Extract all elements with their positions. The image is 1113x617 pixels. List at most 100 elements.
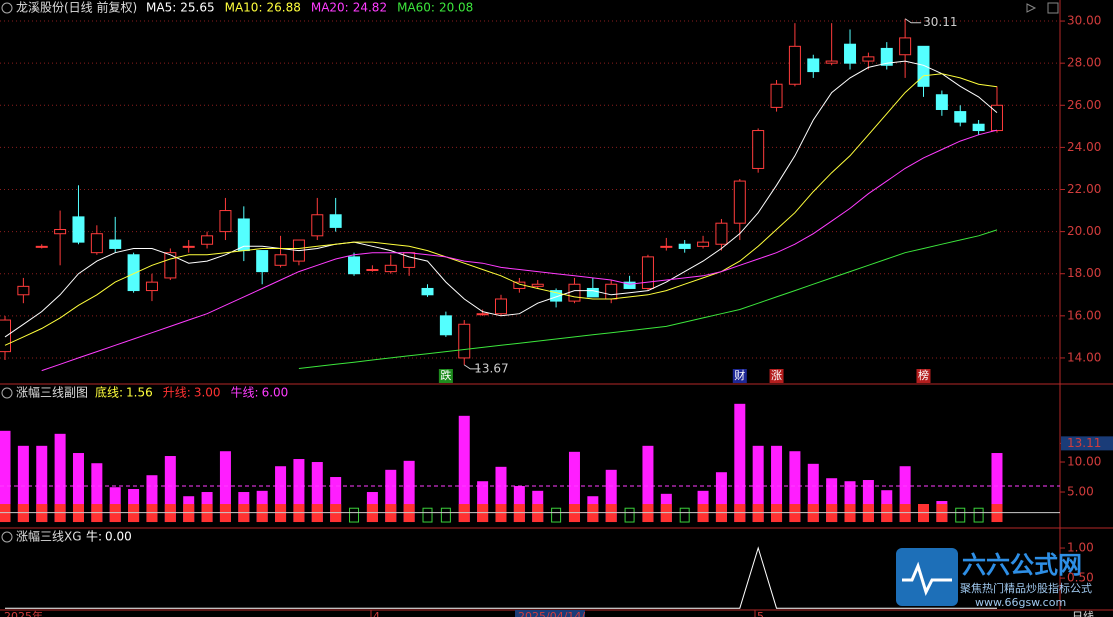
candle-body: [384, 264, 397, 273]
bar-low: [679, 507, 690, 523]
candle-body: [623, 281, 636, 289]
collapse-icon[interactable]: [1, 387, 13, 399]
logo: 六六公式网 聚焦热门精品炒股指标公式 www.66gsw.com: [896, 548, 1092, 609]
candle-body: [880, 47, 893, 66]
legend-value: 26.88: [266, 1, 300, 15]
bar: [771, 445, 783, 523]
y-tick-label: 28.00: [1067, 56, 1101, 70]
y-tick-label: 30.00: [1067, 14, 1101, 28]
legend-value: 6.00: [262, 386, 289, 400]
bar: [311, 462, 323, 523]
candle-body: [935, 94, 948, 110]
candle-body: [531, 283, 544, 287]
bar: [734, 403, 746, 523]
candle-body: [348, 256, 361, 275]
legend-value: 24.82: [353, 1, 387, 15]
candle-body: [678, 243, 691, 249]
bar: [219, 451, 231, 523]
candle-body: [182, 245, 195, 248]
annotation: 30.11: [923, 15, 957, 29]
candle-body: [274, 254, 287, 266]
logo-pulse: [902, 561, 952, 597]
candle-body: [494, 298, 507, 315]
x-axis-label: 5: [757, 610, 764, 617]
candle-body: [825, 60, 838, 64]
event-marker-bg: [769, 369, 784, 383]
bar: [17, 445, 29, 523]
x-axis-label: 2025/04/14/: [518, 610, 585, 617]
candle-body: [109, 239, 122, 249]
y-tick-label: 20.00: [1067, 224, 1101, 238]
bar: [844, 481, 856, 523]
bar-low: [955, 507, 966, 523]
candle-body: [201, 235, 214, 245]
candle-body: [733, 180, 746, 224]
bar: [458, 415, 470, 523]
series-line: [4, 60, 998, 338]
candle-body: [752, 130, 765, 169]
candle-body: [862, 56, 875, 62]
bar: [146, 475, 158, 523]
event-marker: 财: [734, 368, 745, 382]
series-line: [41, 129, 998, 372]
logo-title: 六六公式网: [962, 551, 1082, 579]
candle-body: [697, 241, 710, 247]
candle-body: [568, 283, 581, 302]
legend-value: 3.00: [194, 386, 221, 400]
candle-body: [660, 245, 673, 248]
x-axis-label: 2025年: [4, 609, 43, 617]
candle-body: [366, 269, 379, 272]
bar: [605, 469, 617, 523]
legend-name: 升线:: [163, 386, 191, 400]
maximize-icon[interactable]: [1047, 2, 1059, 14]
annotation-arrow: [904, 18, 922, 24]
event-marker: 榜: [918, 368, 929, 382]
bar: [752, 445, 764, 523]
event-marker-bg: [916, 369, 931, 383]
bar: [568, 451, 580, 523]
logo-box: [896, 548, 958, 606]
y-tick-label: 24.00: [1067, 140, 1101, 154]
y-tick-label: 22.00: [1067, 182, 1101, 196]
collapse-icon[interactable]: [1, 531, 13, 543]
y-tick-label: 5.00: [1067, 485, 1094, 499]
candle-body: [476, 313, 489, 316]
candle-body: [715, 222, 728, 245]
bar: [0, 430, 11, 523]
settings-icon[interactable]: [1026, 3, 1037, 13]
candle-body: [219, 210, 232, 233]
legend-value: 20.08: [439, 1, 473, 15]
candle-body: [972, 123, 985, 132]
candle-body: [605, 283, 618, 300]
x-axis-label: 日线: [1072, 609, 1094, 617]
bar-low: [624, 507, 635, 523]
legend-name: MA60:: [397, 1, 435, 15]
candle-body: [17, 285, 30, 296]
candle-body: [164, 252, 177, 279]
candle-body: [439, 315, 452, 336]
annotation: 13.67: [474, 361, 508, 375]
candle-body: [770, 83, 783, 108]
x-axis-label: 4: [373, 610, 380, 617]
candle-body: [403, 252, 416, 268]
legend-name: MA10:: [225, 1, 263, 15]
bar-low: [551, 507, 562, 523]
bar: [164, 456, 176, 523]
bar: [477, 481, 489, 523]
bar: [862, 480, 874, 523]
candle-body: [641, 256, 654, 289]
candle-body: [256, 250, 269, 273]
collapse-icon[interactable]: [1, 2, 13, 14]
bar: [91, 463, 103, 523]
series-line: [298, 229, 998, 369]
bar: [72, 453, 84, 523]
candle-body: [954, 111, 967, 123]
candle-body: [586, 287, 599, 298]
series-line: [4, 73, 998, 346]
bar: [495, 466, 507, 523]
candle-body: [917, 45, 930, 87]
bar: [275, 466, 287, 523]
candle-body: [72, 216, 85, 243]
